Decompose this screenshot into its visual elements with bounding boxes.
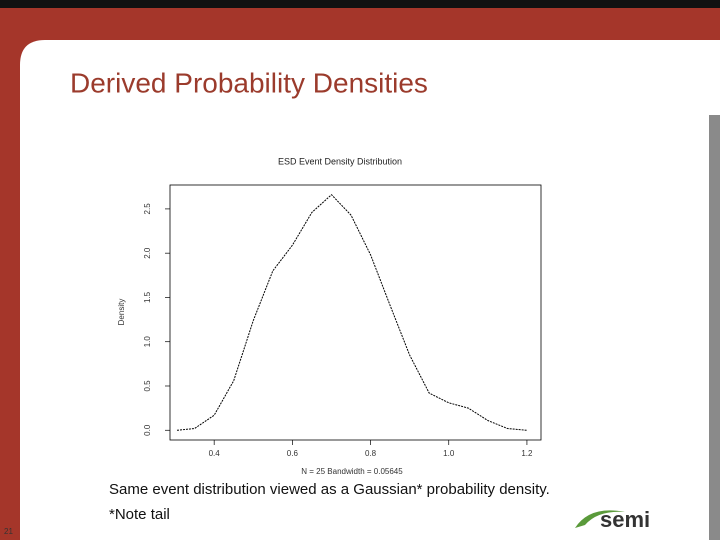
x-tick-label: 0.6 bbox=[287, 449, 299, 458]
x-axis-label: N = 25 Bandwidth = 0.05645 bbox=[301, 467, 403, 476]
side-strip bbox=[709, 115, 720, 540]
page-number: 21 bbox=[4, 527, 13, 536]
y-tick-label: 1.5 bbox=[143, 291, 152, 303]
logo: semi bbox=[600, 507, 650, 532]
density-line bbox=[176, 194, 527, 431]
y-tick-label: 2.0 bbox=[143, 247, 152, 259]
y-axis-label: Density bbox=[117, 299, 126, 326]
logo-swoosh bbox=[575, 510, 625, 528]
x-tick-label: 1.2 bbox=[521, 449, 533, 458]
y-tick-label: 1.0 bbox=[143, 336, 152, 348]
x-tick-label: 0.8 bbox=[365, 449, 377, 458]
chart-title: ESD Event Density Distribution bbox=[278, 156, 402, 166]
y-tick-label: 0.5 bbox=[143, 380, 152, 392]
plot-frame bbox=[169, 184, 542, 441]
content-panel bbox=[20, 40, 720, 540]
y-tick-label: 0.0 bbox=[143, 424, 152, 436]
x-tick-label: 1.0 bbox=[443, 449, 455, 458]
top-bar bbox=[0, 0, 720, 8]
y-tick-label: 2.5 bbox=[143, 203, 152, 215]
slide-title: Derived Probability Densities bbox=[70, 67, 428, 98]
chart: ESD Event Density Distribution N = 25 Ba… bbox=[117, 156, 542, 476]
x-tick-label: 0.4 bbox=[209, 449, 221, 458]
note: *Note tail bbox=[109, 506, 170, 523]
caption: Same event distribution viewed as a Gaus… bbox=[109, 481, 550, 498]
